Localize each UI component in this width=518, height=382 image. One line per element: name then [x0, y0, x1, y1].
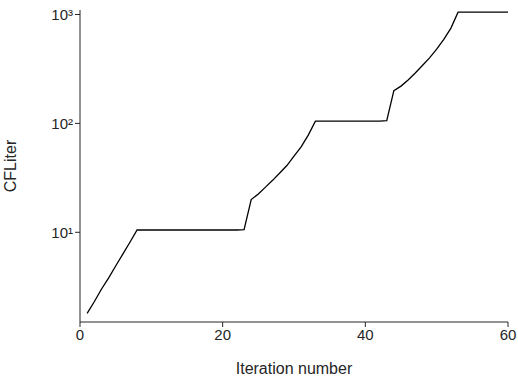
svg-text:20: 20 — [214, 326, 231, 343]
svg-text:0: 0 — [76, 326, 84, 343]
svg-text:CFLiter: CFLiter — [8, 139, 19, 192]
svg-text:10¹: 10¹ — [51, 224, 73, 241]
svg-text:10²: 10² — [51, 115, 73, 132]
svg-text:10³: 10³ — [51, 6, 73, 23]
svg-text:Iteration number: Iteration number — [236, 360, 353, 377]
svg-text:60: 60 — [500, 326, 510, 343]
svg-text:40: 40 — [357, 326, 374, 343]
